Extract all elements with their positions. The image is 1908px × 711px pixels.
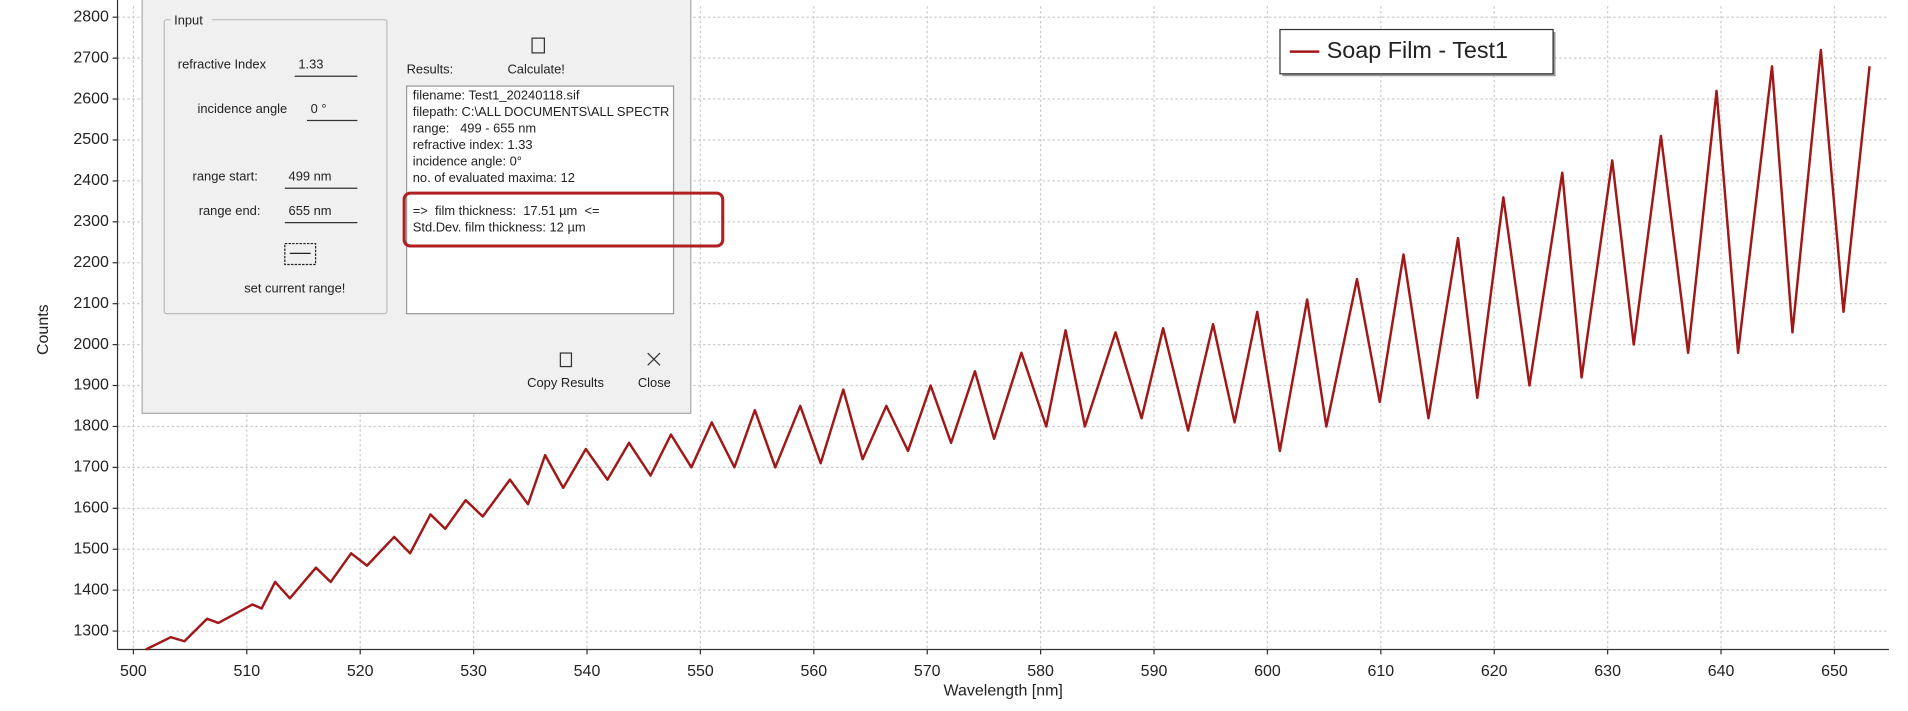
field-value[interactable]: 1.33 [298, 57, 323, 72]
y-tick-label: 2500 [73, 131, 109, 148]
group-caption-bg [170, 13, 213, 29]
results-label: Results: [407, 62, 454, 77]
x-axis-label: Wavelength [nm] [944, 683, 1063, 700]
button-label[interactable]: Copy Results [527, 375, 604, 390]
result-highlight: Std.Dev. film thickness: 12 µm [413, 219, 586, 234]
field-value[interactable]: 655 nm [289, 203, 332, 218]
x-tick-label: 590 [1141, 663, 1168, 680]
range-icon-box [284, 242, 317, 266]
x-tick-label: 540 [574, 663, 601, 680]
result-line: incidence angle: 0° [413, 153, 522, 168]
field-label: incidence angle [197, 101, 287, 116]
field-label: range end: [199, 203, 261, 218]
y-tick-label: 2800 [73, 8, 109, 25]
copy-icon[interactable] [559, 352, 573, 368]
y-tick-label: 2700 [73, 49, 109, 66]
y-tick-label: 2600 [73, 90, 109, 107]
y-tick-label: 2100 [73, 295, 109, 312]
x-tick-label: 610 [1367, 663, 1394, 680]
x-tick-label: 640 [1708, 663, 1735, 680]
y-tick-label: 1400 [73, 581, 109, 598]
y-tick-label: 2400 [73, 172, 109, 189]
x-tick-label: 630 [1594, 663, 1621, 680]
x-tick-label: 580 [1027, 663, 1054, 680]
result-line: filepath: C:\ALL DOCUMENTS\ALL SPECTR [413, 104, 670, 119]
x-tick-label: 620 [1481, 663, 1508, 680]
y-tick-label: 1800 [73, 418, 109, 435]
x-tick-label: 570 [914, 663, 941, 680]
x-tick-label: 650 [1821, 663, 1848, 680]
button-label[interactable]: Close [638, 375, 671, 390]
dialog: Input refractive Index 1.33 incidence an… [141, 0, 725, 414]
legend: Soap Film - Test1 [1279, 28, 1556, 77]
result-line: refractive index: 1.33 [413, 137, 533, 152]
x-tick-label: 520 [347, 663, 374, 680]
button-label[interactable]: set current range! [244, 280, 345, 295]
x-tick-label: 500 [120, 663, 147, 680]
input-group [163, 19, 388, 315]
plot: 1300 1400 1500 1600 1700 1800 1900 2000 2100 2200… [35, 0, 1889, 700]
field-label: range start: [193, 169, 258, 184]
field-value[interactable]: 499 nm [289, 169, 332, 184]
x-tick-label: 530 [460, 663, 487, 680]
legend-label: Soap Film - Test1 [1327, 37, 1508, 63]
x-tick-label: 510 [233, 663, 260, 680]
range-icon[interactable] [284, 242, 317, 266]
result-line: no. of evaluated maxima: 12 [413, 170, 575, 185]
y-tick-label: 2200 [73, 254, 109, 271]
y-tick-label: 1900 [73, 377, 109, 394]
group-title: Input [174, 12, 203, 27]
y-tick-label: 1300 [73, 622, 109, 639]
y-tick-label: 1700 [73, 459, 109, 476]
field-value[interactable]: 0 ° [311, 101, 327, 116]
legend-box [1279, 28, 1554, 75]
y-tick-label: 1500 [73, 540, 109, 557]
results-lines: filename: Test1_20240118.sif filepath: C:… [413, 87, 670, 234]
button-label[interactable]: Calculate! [507, 62, 564, 77]
highlight-frame [402, 191, 725, 248]
y-tick-label: 1600 [73, 500, 109, 517]
series-line [145, 48, 1871, 651]
calculator-icon[interactable] [531, 37, 545, 54]
y-tick-label: 2000 [73, 336, 109, 353]
y-tick-label: 2300 [73, 213, 109, 230]
field-label: refractive Index [178, 57, 267, 72]
y-axis-label: Counts [35, 304, 52, 355]
result-line: range: 499 - 655 nm [413, 120, 536, 135]
x-tick-label: 600 [1254, 663, 1281, 680]
result-line: filename: Test1_20240118.sif [413, 87, 580, 102]
close-icon[interactable] [647, 352, 661, 366]
results-box [405, 85, 675, 315]
x-tick-label: 560 [800, 663, 827, 680]
x-tick-label: 550 [687, 663, 714, 680]
result-highlight: => film thickness: 17.51 µm <= [413, 203, 600, 218]
